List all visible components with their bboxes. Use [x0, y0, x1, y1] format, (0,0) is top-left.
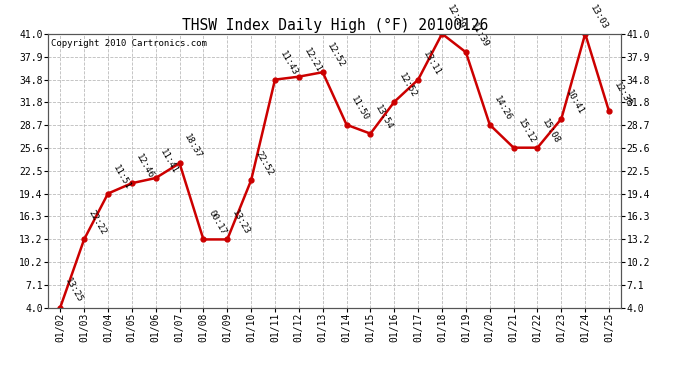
Text: 13:54: 13:54 [373, 103, 395, 131]
Text: 11:43: 11:43 [278, 49, 299, 77]
Text: 11:51: 11:51 [110, 163, 132, 191]
Text: Copyright 2010 Cartronics.com: Copyright 2010 Cartronics.com [51, 39, 207, 48]
Text: 11:50: 11:50 [349, 94, 371, 122]
Title: THSW Index Daily High (°F) 20100126: THSW Index Daily High (°F) 20100126 [181, 18, 488, 33]
Text: 10:41: 10:41 [564, 88, 585, 116]
Text: 00:17: 00:17 [206, 209, 228, 237]
Text: 12:52: 12:52 [397, 71, 418, 99]
Text: 12:46: 12:46 [135, 153, 156, 180]
Text: 22:22: 22:22 [87, 209, 108, 237]
Text: 13:03: 13:03 [588, 3, 609, 31]
Text: 14:26: 14:26 [493, 94, 514, 122]
Text: 13:11: 13:11 [421, 49, 442, 77]
Text: 12:39: 12:39 [445, 3, 466, 31]
Text: 12:52: 12:52 [326, 42, 347, 69]
Text: 18:37: 18:37 [182, 133, 204, 160]
Text: 13:25: 13:25 [63, 277, 84, 305]
Text: 11:41: 11:41 [159, 147, 179, 175]
Text: 15:08: 15:08 [540, 117, 562, 145]
Text: 12:30: 12:30 [612, 81, 633, 109]
Text: 22:52: 22:52 [254, 150, 275, 177]
Text: 15:12: 15:12 [516, 117, 538, 145]
Text: 13:23: 13:23 [230, 209, 251, 237]
Text: 12:21: 12:21 [302, 46, 323, 74]
Text: 11:39: 11:39 [469, 22, 490, 50]
